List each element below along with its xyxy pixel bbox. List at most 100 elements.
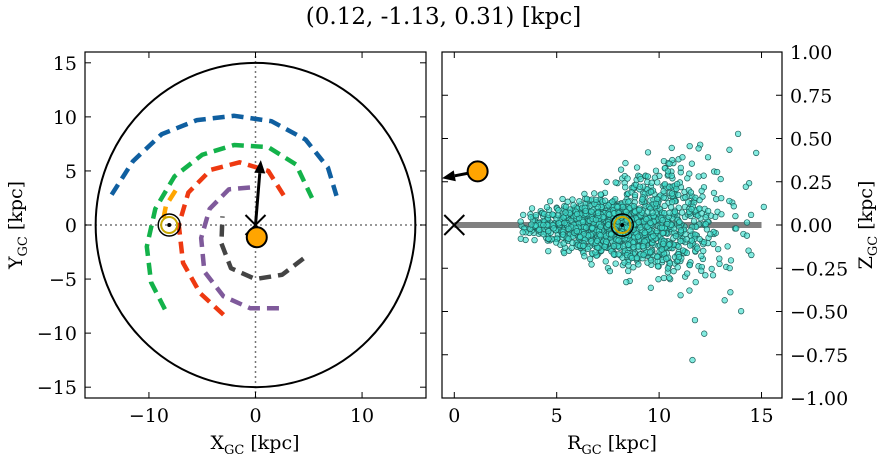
scatter-point	[677, 238, 684, 245]
scatter-point	[713, 196, 720, 203]
scatter-point	[675, 253, 683, 261]
scatter-point	[635, 218, 642, 226]
scatter-point	[573, 228, 581, 235]
scatter-point	[565, 225, 572, 233]
scatter-point	[636, 183, 644, 190]
scatter-point	[702, 214, 709, 221]
scatter-point	[617, 166, 625, 173]
scatter-point	[637, 224, 644, 231]
scatter-point	[517, 235, 524, 242]
scatter-point	[630, 203, 638, 210]
scatter-point	[666, 160, 673, 167]
scatter-point	[517, 218, 524, 225]
scatter-point	[577, 233, 584, 241]
scatter-point	[625, 262, 632, 269]
scatter-point	[630, 244, 637, 251]
scatter-point	[597, 191, 604, 198]
scatter-point	[684, 175, 691, 182]
scatter-point	[679, 154, 686, 161]
scatter-point	[702, 221, 709, 228]
scatter-point	[686, 287, 693, 294]
scatter-point	[560, 240, 567, 247]
scatter-point	[625, 198, 632, 205]
scatter-point	[625, 267, 632, 275]
scatter-point	[747, 211, 755, 219]
scatter-point	[674, 264, 681, 271]
scatter-point	[573, 210, 581, 218]
scatter-point	[715, 246, 722, 253]
velocity-arrow-xy-shaft	[254, 172, 262, 226]
right-ytick-label: −0.50	[790, 302, 848, 324]
scatter-point	[625, 241, 632, 248]
right-xtick-label: 15	[749, 405, 773, 427]
right-xlabel: RGC [kpc]	[567, 432, 657, 458]
right-ytick-label: 0.75	[790, 85, 832, 107]
scatter-point	[612, 260, 619, 267]
scatter-point	[589, 224, 596, 232]
left-xtick-label: 0	[249, 405, 261, 427]
scatter-point	[702, 272, 709, 279]
scatter-point	[748, 251, 755, 259]
scatter-point	[658, 246, 665, 253]
scatter-point	[644, 173, 651, 180]
scatter-point	[724, 243, 731, 250]
scatter-point	[636, 206, 643, 214]
sun-marker-dot-rz	[620, 223, 625, 227]
right-ytick-label: 0.00	[790, 215, 832, 237]
scatter-point	[612, 179, 619, 186]
scatter-point	[666, 274, 673, 281]
scatter-point	[737, 308, 745, 315]
scatter-point	[545, 235, 552, 242]
scatter-point	[532, 212, 540, 219]
scatter-point	[701, 330, 708, 337]
scatter-points	[517, 130, 767, 364]
scatter-point	[677, 292, 684, 299]
scatter-point	[562, 203, 570, 210]
scatter-point	[603, 178, 610, 186]
scatter-point	[581, 190, 588, 198]
scatter-point	[690, 218, 698, 225]
scatter-point	[569, 239, 576, 246]
scatter-point	[692, 278, 699, 286]
scatter-point	[565, 235, 572, 242]
left-ylabel: YGC [kpc]	[5, 181, 31, 270]
scatter-point	[591, 190, 598, 197]
scatter-point	[695, 145, 702, 152]
scatter-point	[631, 191, 639, 199]
scatter-point	[694, 245, 701, 252]
scatter-point	[727, 289, 734, 296]
scatter-point	[666, 209, 673, 217]
scatter-point	[668, 172, 675, 179]
right-ytick-label: −0.75	[790, 345, 848, 367]
scatter-point	[528, 205, 536, 212]
sun-marker-ring-rz	[613, 216, 632, 234]
scatter-point	[687, 227, 694, 234]
scatter-point	[633, 164, 641, 171]
scatter-point	[672, 232, 680, 240]
scatter-point	[688, 206, 695, 213]
scatter-point	[696, 196, 703, 204]
left-xlabel: XGC [kpc]	[210, 432, 299, 458]
scatter-point	[718, 211, 725, 218]
scatter-point	[688, 237, 696, 244]
scatter-point	[673, 185, 680, 193]
scatter-point	[704, 207, 712, 215]
scatter-point	[559, 231, 567, 238]
scatter-point	[708, 265, 715, 273]
right-xtick-label: 10	[647, 405, 671, 427]
scatter-point	[743, 232, 751, 239]
scatter-point	[675, 191, 682, 199]
scatter-point	[734, 130, 742, 138]
scatter-point	[583, 195, 591, 203]
scatter-point	[527, 214, 534, 221]
scatter-point	[543, 204, 551, 211]
spiral-arm-1	[109, 113, 339, 197]
scatter-point	[727, 257, 735, 264]
scatter-point	[683, 236, 690, 243]
scatter-point	[576, 198, 583, 205]
scatter-point	[658, 224, 666, 231]
spiral-arm-5	[219, 216, 305, 282]
scatter-point	[683, 270, 691, 277]
scatter-point	[709, 272, 717, 279]
scatter-point	[580, 242, 587, 249]
